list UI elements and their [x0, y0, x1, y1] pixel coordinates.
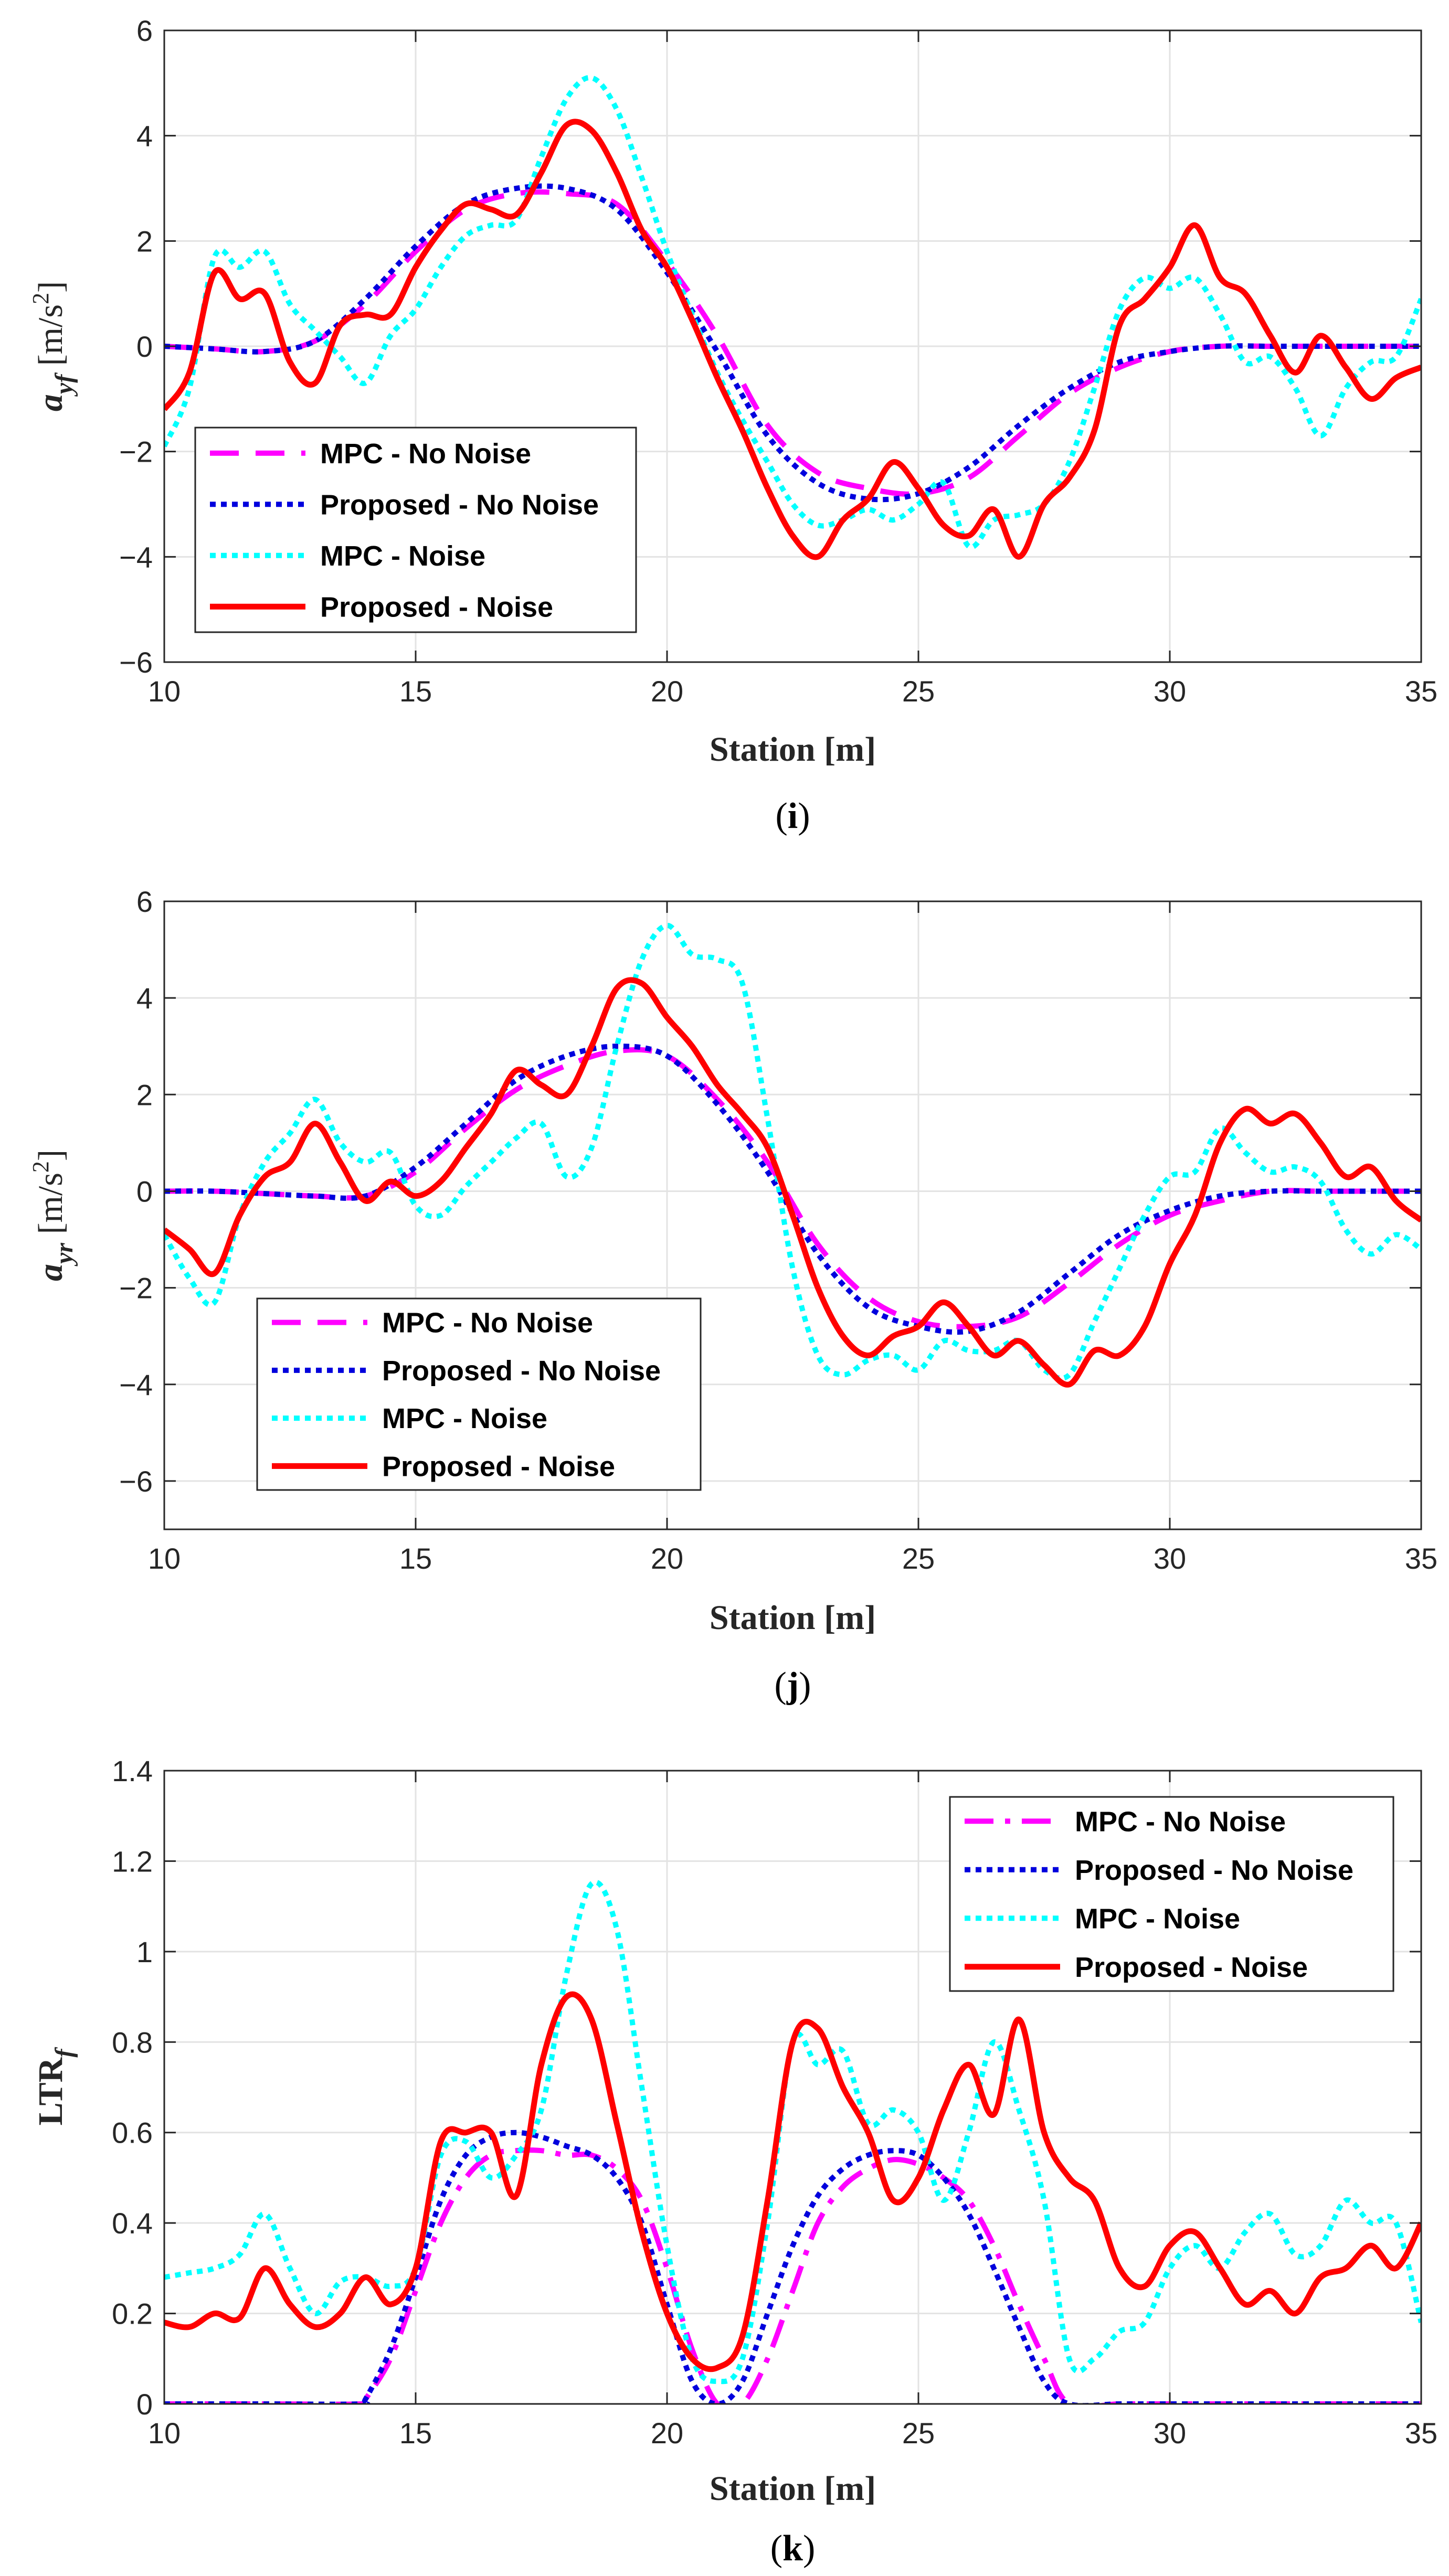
- y-tick-label: −6: [119, 1465, 153, 1498]
- series-line-proposed-noise: [164, 1991, 1421, 2372]
- legend-box: [256, 1297, 702, 1491]
- chart-panel-j: 10 15 20 25 30 35 −6 −4 −2 0 2 4 6 Station [m] ayr [m/…: [28, 885, 1437, 1706]
- x-tick-label: 30: [1154, 675, 1186, 708]
- y-tick-label: −6: [119, 646, 153, 679]
- legend-box: [949, 1796, 1394, 1992]
- legend-label: Proposed - Noise: [382, 1451, 615, 1482]
- y-tick-label: −2: [119, 1272, 153, 1305]
- chart-panel-i: 10 15 20 25 30 35 −6 −4 −2 0 2 4 6 Station [m] ayf [m/…: [28, 14, 1437, 836]
- series-line-mpc-noise: [164, 923, 1421, 1381]
- y-tick-label: 4: [136, 120, 153, 153]
- x-tick-label: 10: [148, 675, 181, 708]
- legend-label: MPC - Noise: [382, 1403, 547, 1434]
- axes-box: [163, 900, 1422, 1530]
- y-tick-label: 0.8: [112, 2026, 153, 2059]
- y-tick-label: −4: [119, 540, 153, 573]
- x-tick-label: 20: [651, 2417, 683, 2450]
- x-tick-label: 15: [399, 1542, 432, 1575]
- series-line-proposed-noise: [164, 119, 1421, 560]
- series-group: [164, 1879, 1421, 2404]
- x-tick-label: 20: [651, 675, 683, 708]
- x-tick-label: 10: [148, 2417, 181, 2450]
- x-tick-label: 20: [651, 1542, 683, 1575]
- x-axis-label: Station [m]: [710, 730, 876, 769]
- series-line-mpc-no-noise: [164, 189, 1421, 497]
- x-tick-label: 15: [399, 2417, 432, 2450]
- x-axis-label: Station [m]: [710, 1599, 876, 1637]
- x-tick-label: 35: [1405, 675, 1437, 708]
- y-axis-label: ayr [m/s2]: [28, 1149, 78, 1281]
- x-tick-label: 25: [902, 675, 935, 708]
- y-tick-label: 0.2: [112, 2297, 153, 2330]
- y-axis-label: ayf [m/s2]: [28, 281, 78, 411]
- y-tick-label: 1.4: [112, 1754, 153, 1787]
- y-tick-label: 0.6: [112, 2116, 153, 2149]
- series-line-mpc-no-noise: [164, 2147, 1421, 2404]
- legend-label: MPC - No Noise: [320, 438, 531, 470]
- legend: MPC - No Noise Proposed - No Noise MPC - N…: [949, 1796, 1394, 1992]
- x-tick-label: 25: [902, 1542, 935, 1575]
- y-tick-label: 1.2: [112, 1845, 153, 1878]
- panel-caption: (j): [775, 1665, 811, 1706]
- x-tick-label: 25: [902, 2417, 935, 2450]
- legend-label: MPC - Noise: [1075, 1903, 1240, 1934]
- axes-box: [163, 1770, 1422, 2405]
- legend-box: [194, 427, 637, 633]
- legend-label: MPC - Noise: [320, 540, 485, 572]
- y-axis-label: LTRf: [31, 2047, 78, 2126]
- chart-panel-k: 10 15 20 25 30 35 0 0.2 0.4 0.6 0.8 1 1.2 1.4 Station …: [31, 1754, 1437, 2569]
- y-tick-label: 2: [136, 225, 153, 258]
- series-line-proposed-no-noise: [164, 183, 1421, 503]
- legend: MPC - No Noise Proposed - No Noise MPC - N…: [256, 1297, 702, 1491]
- y-tick-label: 0: [136, 330, 153, 363]
- legend-label: MPC - No Noise: [382, 1307, 593, 1339]
- legend-label: Proposed - Noise: [320, 591, 553, 623]
- x-tick-label: 15: [399, 675, 432, 708]
- legend-label: Proposed - No Noise: [382, 1355, 661, 1387]
- x-tick-label: 10: [148, 1542, 181, 1575]
- x-tick-label: 30: [1154, 1542, 1186, 1575]
- x-tick-label: 35: [1405, 2417, 1437, 2450]
- y-tick-label: −2: [119, 435, 153, 469]
- legend-label: Proposed - Noise: [1075, 1952, 1308, 1983]
- series-line-mpc-noise: [164, 74, 1421, 550]
- y-tick-label: 6: [136, 14, 153, 47]
- x-axis-label: Station [m]: [710, 2469, 876, 2508]
- y-tick-label: 2: [136, 1078, 153, 1111]
- x-tick-label: 30: [1154, 2417, 1186, 2450]
- panel-caption: (k): [770, 2528, 816, 2569]
- y-tick-label: 4: [136, 982, 153, 1015]
- y-tick-label: 0: [136, 1175, 153, 1208]
- y-tick-label: 0: [136, 2388, 153, 2421]
- legend-label: Proposed - No Noise: [1075, 1855, 1353, 1886]
- legend-label: Proposed - No Noise: [320, 489, 599, 520]
- x-tick-label: 35: [1405, 1542, 1437, 1575]
- y-tick-label: 0.4: [112, 2207, 153, 2240]
- y-tick-label: −4: [119, 1368, 153, 1401]
- panel-caption: (i): [775, 796, 810, 836]
- series-group: [164, 923, 1421, 1388]
- legend-label: MPC - No Noise: [1075, 1806, 1286, 1837]
- y-tick-label: 6: [136, 885, 153, 918]
- y-tick-label: 1: [136, 1935, 153, 1968]
- series-group: [164, 74, 1421, 560]
- legend: MPC - No Noise Proposed - No Noise MPC - N…: [194, 427, 637, 633]
- series-line-proposed-noise: [164, 977, 1421, 1388]
